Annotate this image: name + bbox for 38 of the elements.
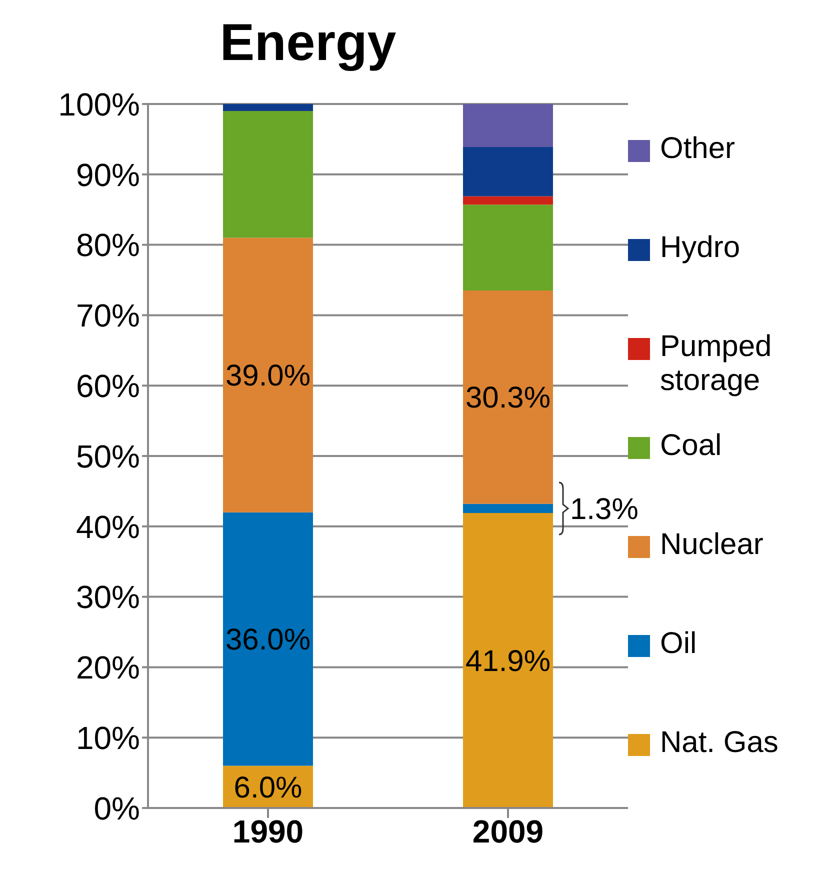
y-tick-label: 100% xyxy=(58,86,140,122)
bar xyxy=(463,513,553,808)
legend-label: Oil xyxy=(660,626,698,660)
x-tick-label: 1990 xyxy=(232,814,304,850)
bar xyxy=(223,104,313,112)
legend-label: Nat. Gas xyxy=(660,726,780,760)
legend-label: Other xyxy=(660,132,736,166)
legend-label: Pumped storage xyxy=(660,330,773,398)
bar xyxy=(223,238,313,512)
y-tick-label: 60% xyxy=(76,368,140,404)
bar xyxy=(223,111,313,238)
data-label: 39.0% xyxy=(225,360,311,393)
bar xyxy=(463,290,553,504)
annotation: 1.3% xyxy=(570,492,638,526)
chart-title: Energy xyxy=(218,13,398,74)
legend-label: Nuclear xyxy=(660,528,764,562)
legend-label: Hydro xyxy=(660,230,742,264)
y-tick-label: 0% xyxy=(94,790,140,826)
x-tick-label: 2009 xyxy=(472,814,544,850)
data-label: 41.9% xyxy=(465,645,551,678)
y-tick-label: 80% xyxy=(76,227,140,264)
y-tick-label: 30% xyxy=(76,579,140,616)
bar xyxy=(223,512,313,766)
y-tick-label: 90% xyxy=(76,156,140,193)
data-label: 36.0% xyxy=(225,624,311,657)
y-tick-label: 40% xyxy=(76,508,140,545)
y-tick-label: 70% xyxy=(76,298,140,334)
legend-label: Coal xyxy=(660,428,723,462)
y-tick-label: 10% xyxy=(76,720,140,756)
bar xyxy=(463,504,553,514)
bar xyxy=(463,146,553,196)
data-label: 30.3% xyxy=(465,382,551,415)
y-tick-label: 50% xyxy=(76,438,140,474)
bar xyxy=(463,196,553,205)
data-label: 6.0% xyxy=(234,771,302,804)
y-tick-label: 20% xyxy=(76,650,140,686)
bar xyxy=(463,104,553,147)
bar xyxy=(463,204,553,291)
